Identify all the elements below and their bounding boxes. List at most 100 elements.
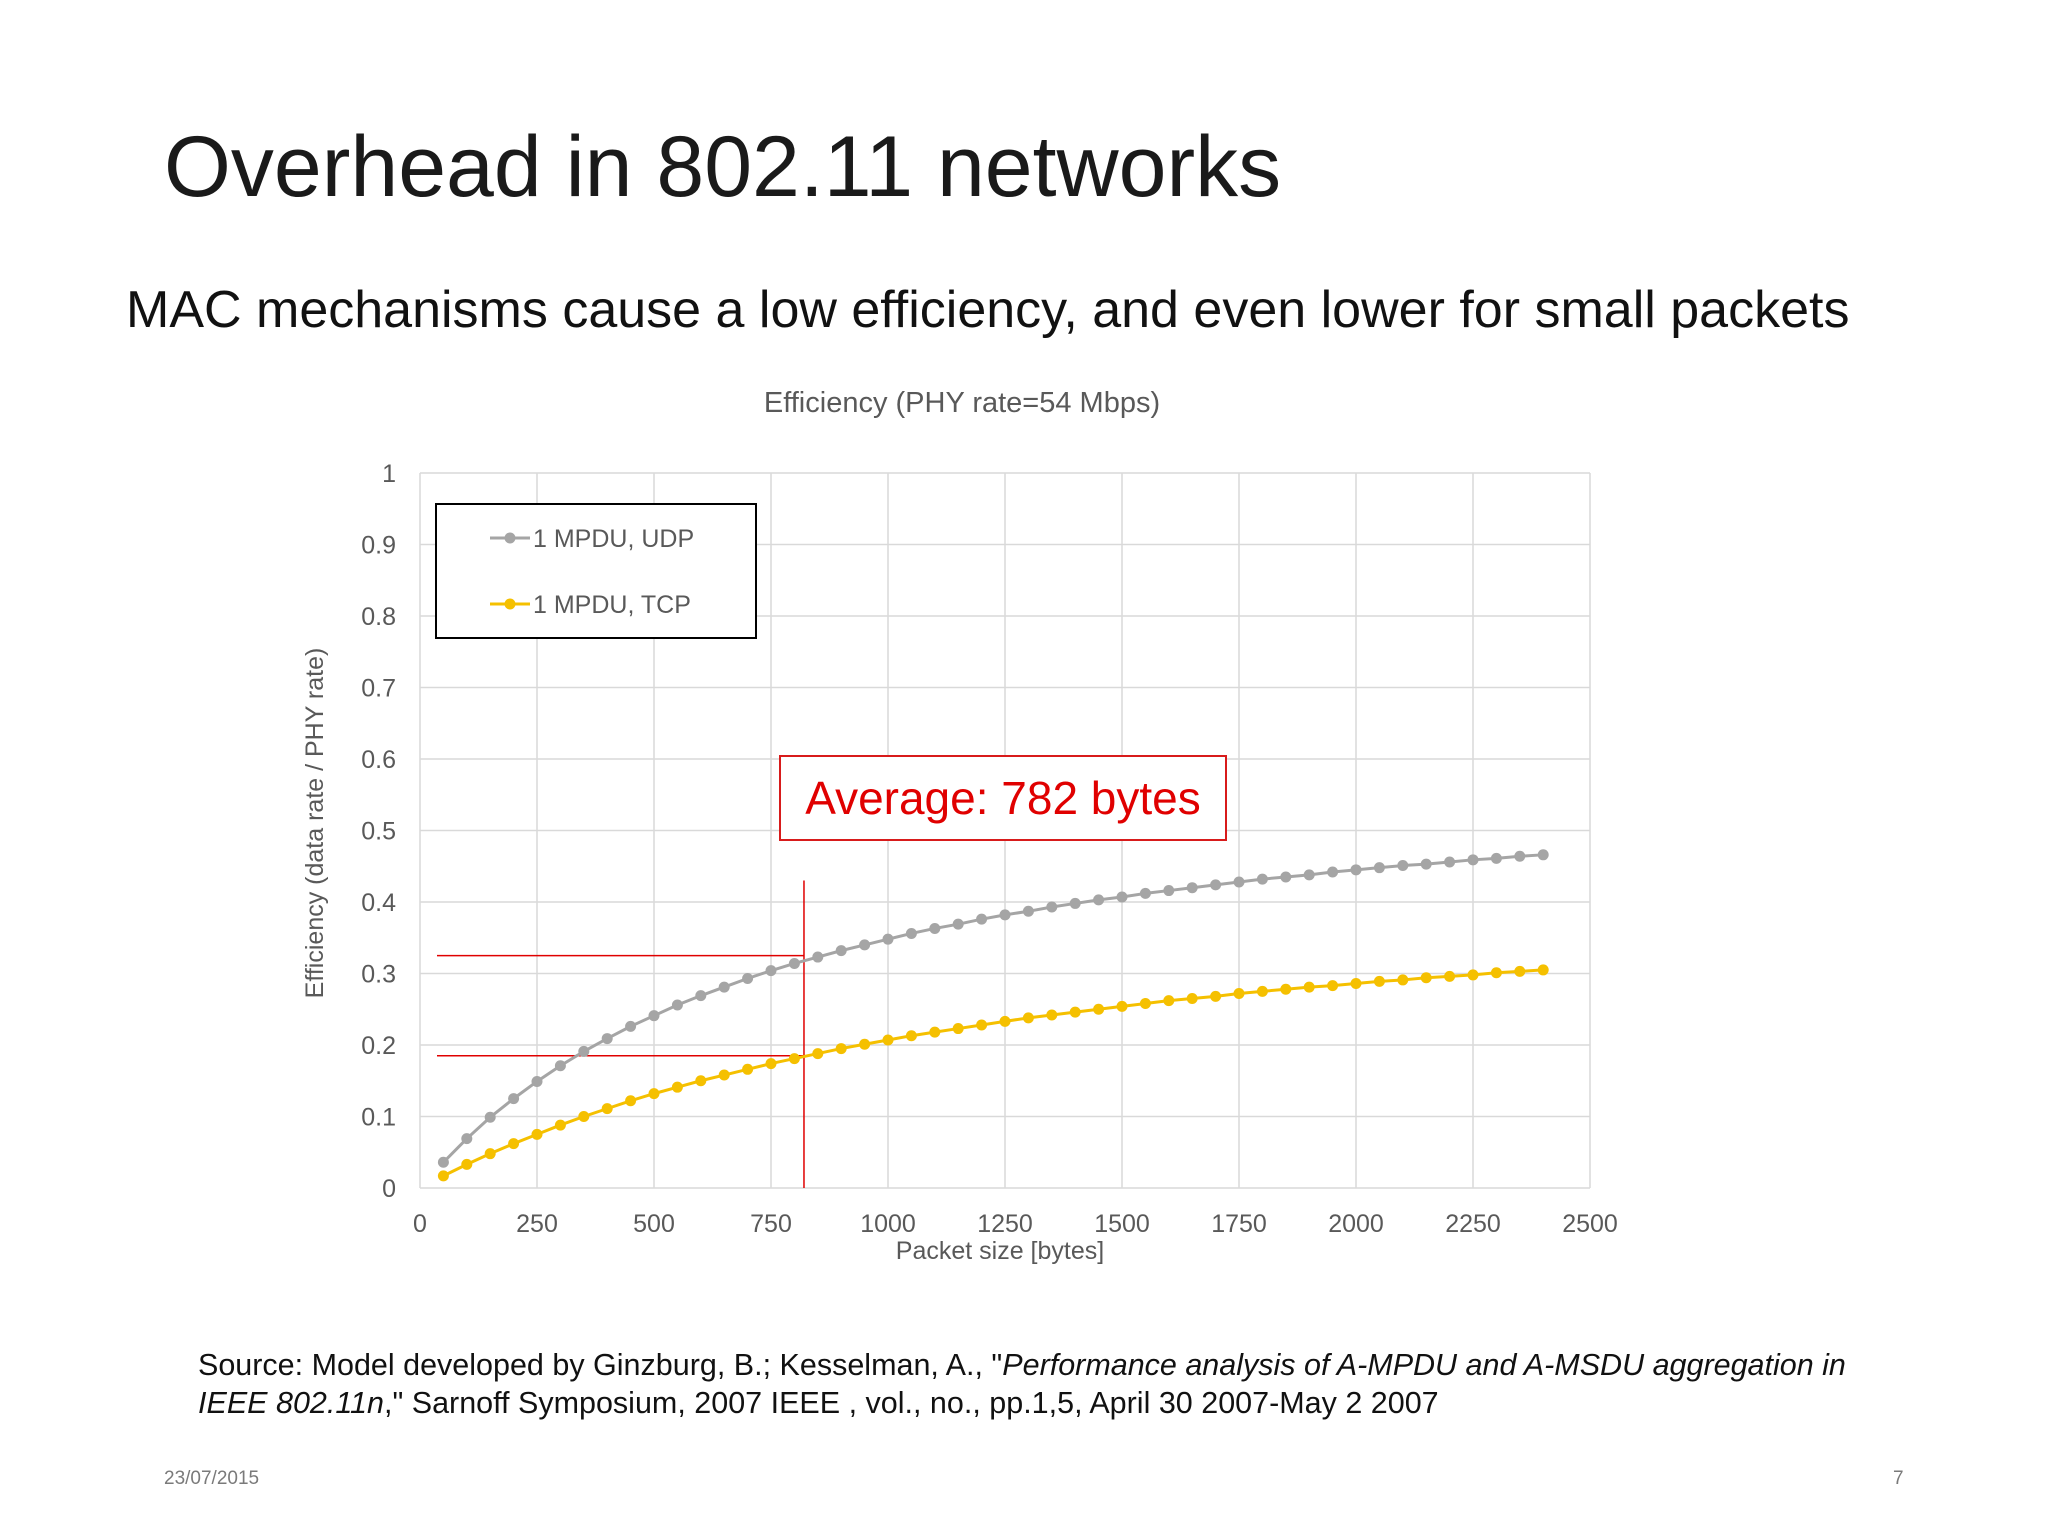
data-point-tcp <box>1350 978 1362 990</box>
data-point-tcp <box>1514 965 1526 977</box>
data-point-tcp <box>461 1158 473 1170</box>
legend-box <box>435 503 757 639</box>
data-point-tcp <box>976 1019 988 1031</box>
data-point-tcp <box>671 1081 683 1093</box>
y-tick-label: 0.1 <box>361 1104 396 1132</box>
data-point-udp <box>976 913 988 925</box>
data-point-udp <box>1069 897 1081 909</box>
data-point-udp <box>788 957 800 969</box>
slide-subtitle: MAC mechanisms cause a low efficiency, a… <box>126 281 1850 339</box>
data-point-tcp <box>625 1095 637 1107</box>
data-point-udp <box>1350 864 1362 876</box>
x-tick-label: 2500 <box>1562 1210 1618 1238</box>
data-point-udp <box>952 918 964 930</box>
data-point-tcp <box>1373 975 1385 987</box>
data-point-tcp <box>1139 998 1151 1010</box>
legend-item-udp: 1 MPDU, UDP <box>490 525 694 553</box>
y-tick-label: 0.9 <box>361 532 396 560</box>
x-axis-label: Packet size [bytes] <box>896 1237 1104 1265</box>
series-line-tcp <box>442 968 1544 1178</box>
x-tick-label: 1500 <box>1094 1210 1150 1238</box>
data-point-tcp <box>765 1058 777 1070</box>
data-point-tcp <box>1280 983 1292 995</box>
data-point-tcp <box>905 1030 917 1042</box>
data-point-udp <box>1444 856 1456 868</box>
y-tick-label: 0.2 <box>361 1032 396 1060</box>
data-point-udp <box>437 1156 449 1168</box>
data-point-udp <box>648 1010 660 1022</box>
data-point-tcp <box>1303 981 1315 993</box>
data-point-udp <box>742 973 754 985</box>
slide-page-number: 7 <box>1893 1468 1904 1489</box>
data-point-tcp <box>1163 995 1175 1007</box>
data-point-udp <box>835 945 847 957</box>
y-tick-label: 0.6 <box>361 746 396 774</box>
data-point-udp <box>1467 854 1479 866</box>
data-point-udp <box>1537 849 1549 861</box>
data-point-udp <box>1373 862 1385 874</box>
source-citation: Source: Model developed by Ginzburg, B.;… <box>198 1346 1918 1422</box>
data-point-udp <box>929 922 941 934</box>
data-point-udp <box>1210 879 1222 891</box>
x-tick-label: 1750 <box>1211 1210 1267 1238</box>
series-tcp <box>437 964 1549 1182</box>
data-point-tcp <box>531 1128 543 1140</box>
data-point-tcp <box>1046 1009 1058 1021</box>
x-tick-label: 500 <box>633 1210 675 1238</box>
y-tick-label: 0.4 <box>361 889 396 917</box>
data-point-tcp <box>999 1015 1011 1027</box>
legend-tcp-label: 1 MPDU, TCP <box>533 591 691 619</box>
y-tick-label: 0.7 <box>361 675 396 703</box>
data-point-tcp <box>812 1048 824 1060</box>
data-point-udp <box>484 1111 496 1123</box>
data-point-tcp <box>648 1088 660 1100</box>
annotation-box <box>779 755 1227 841</box>
legend-item-tcp: 1 MPDU, TCP <box>490 591 691 619</box>
data-point-tcp <box>1420 972 1432 984</box>
data-point-udp <box>671 999 683 1011</box>
data-point-udp <box>695 990 707 1002</box>
data-point-udp <box>1397 860 1409 872</box>
x-tick-label: 1250 <box>977 1210 1033 1238</box>
data-point-tcp <box>1093 1003 1105 1015</box>
legend-udp-marker <box>504 532 516 544</box>
data-point-tcp <box>554 1119 566 1131</box>
x-tick-label: 750 <box>750 1210 792 1238</box>
data-point-udp <box>625 1020 637 1032</box>
data-point-udp <box>1420 858 1432 870</box>
y-tick-label: 0 <box>382 1175 396 1203</box>
y-axis-label: Efficiency (data rate / PHY rate) <box>301 648 329 999</box>
series <box>437 849 1549 1182</box>
average-annotation-lines <box>437 880 805 1188</box>
data-point-udp <box>765 965 777 977</box>
data-point-tcp <box>484 1148 496 1160</box>
slide-title: Overhead in 802.11 networks <box>164 119 1282 215</box>
data-point-udp <box>531 1075 543 1087</box>
data-point-udp <box>718 981 730 993</box>
data-point-tcp <box>718 1069 730 1081</box>
data-point-tcp <box>1467 969 1479 981</box>
data-point-udp <box>1327 866 1339 878</box>
x-tick-label: 250 <box>516 1210 558 1238</box>
data-point-tcp <box>1256 985 1268 997</box>
series-udp <box>437 849 1549 1168</box>
source-prefix: Source: Model developed by Ginzburg, B.;… <box>198 1348 1003 1382</box>
data-point-udp <box>1280 871 1292 883</box>
data-point-tcp <box>601 1103 613 1115</box>
legend-tcp-marker <box>504 598 516 610</box>
data-point-udp <box>578 1045 590 1057</box>
data-point-tcp <box>882 1034 894 1046</box>
data-point-tcp <box>859 1038 871 1050</box>
data-point-tcp <box>1490 967 1502 979</box>
data-point-udp <box>1022 905 1034 917</box>
data-point-udp <box>461 1133 473 1145</box>
data-point-tcp <box>1022 1012 1034 1024</box>
data-point-tcp <box>508 1138 520 1150</box>
axes: 0 0.1 0.2 0.3 0.4 0.5 0.6 0.7 0.8 0.9 1 0 250 500 750 1… <box>361 460 1618 1238</box>
chart-title: Efficiency (PHY rate=54 Mbps) <box>764 387 1160 419</box>
data-point-udp <box>1514 850 1526 862</box>
y-tick-label: 1 <box>382 460 396 488</box>
x-tick-label: 0 <box>413 1210 427 1238</box>
data-point-udp <box>812 951 824 963</box>
